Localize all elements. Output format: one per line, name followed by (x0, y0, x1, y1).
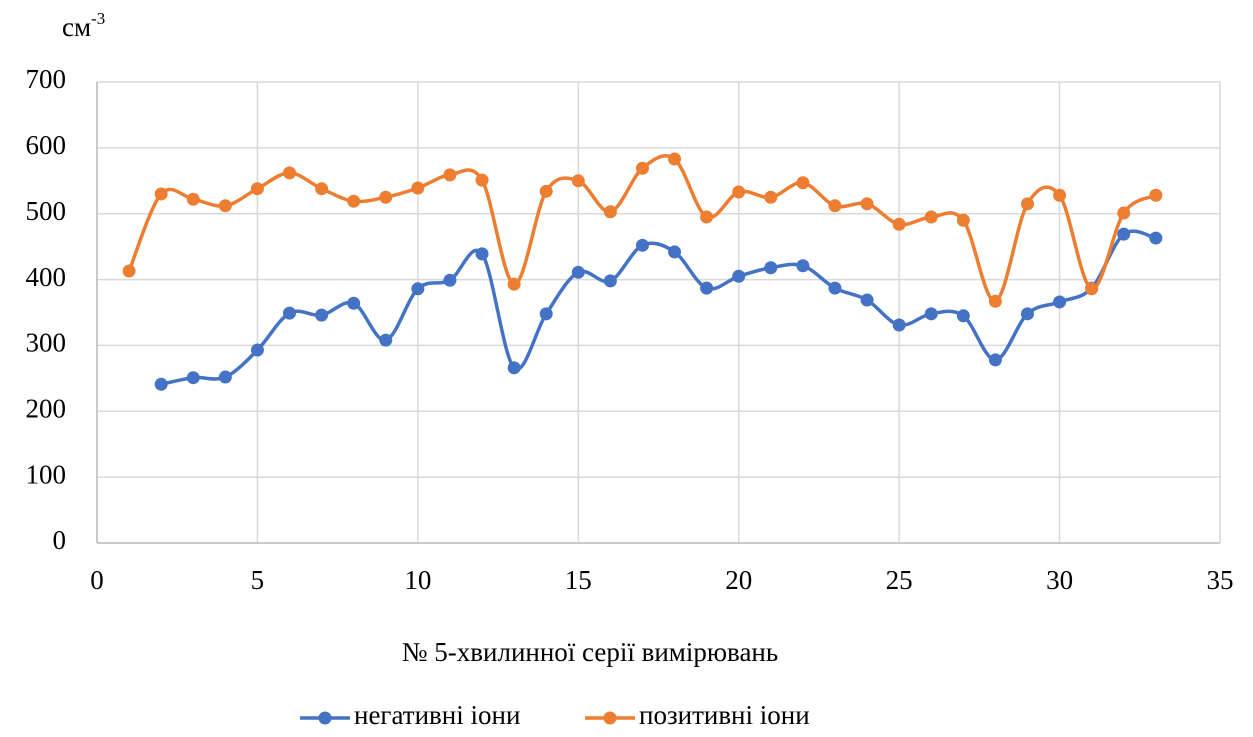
point (1149, 188, 1163, 202)
legend-marker (603, 711, 617, 725)
point (1149, 231, 1163, 245)
point (507, 277, 521, 291)
point (635, 161, 649, 175)
point (700, 210, 714, 224)
point (475, 247, 489, 261)
point (892, 318, 906, 332)
point (250, 182, 264, 196)
point (668, 245, 682, 259)
x-tick-label: 5 (251, 565, 265, 595)
y-tick-label: 500 (26, 196, 67, 226)
point (218, 199, 232, 213)
legend-label: негативні іони (354, 700, 520, 730)
y-tick-label: 200 (26, 393, 67, 423)
point (828, 281, 842, 295)
point (379, 333, 393, 347)
point (411, 282, 425, 296)
point (347, 296, 361, 310)
point (635, 238, 649, 252)
point (956, 213, 970, 227)
x-tick-label: 10 (404, 565, 431, 595)
x-tick-label: 35 (1207, 565, 1234, 595)
point (443, 168, 457, 182)
point (860, 293, 874, 307)
point (1020, 307, 1034, 321)
point (1053, 188, 1067, 202)
y-tick-label: 300 (26, 328, 67, 358)
point (988, 294, 1002, 308)
point (347, 194, 361, 208)
point (283, 306, 297, 320)
point (154, 187, 168, 201)
point (571, 265, 585, 279)
y-unit-exponent: -3 (91, 9, 105, 28)
y-unit: см-3 (62, 9, 105, 42)
point (475, 173, 489, 187)
point (828, 199, 842, 213)
legend-label: позитивні іони (639, 700, 810, 730)
point (924, 307, 938, 321)
point (443, 273, 457, 287)
point (315, 182, 329, 196)
x-tick-label: 25 (886, 565, 913, 595)
point (379, 190, 393, 204)
point (539, 307, 553, 321)
point (924, 210, 938, 224)
point (283, 166, 297, 180)
point (603, 274, 617, 288)
x-axis-label: № 5-хвилинної серії вимірювань (402, 637, 778, 667)
point (122, 264, 136, 278)
x-tick-label: 15 (565, 565, 592, 595)
y-tick-label: 100 (26, 459, 67, 489)
point (764, 190, 778, 204)
point (507, 361, 521, 375)
point (988, 353, 1002, 367)
point (250, 343, 264, 357)
point (315, 308, 329, 322)
point (571, 174, 585, 188)
x-tick-label: 30 (1046, 565, 1073, 595)
point (732, 185, 746, 199)
y-tick-label: 400 (26, 262, 67, 292)
x-tick-label: 0 (90, 565, 104, 595)
y-unit-base: см (62, 12, 91, 42)
point (603, 205, 617, 219)
y-tick-label: 700 (26, 64, 67, 94)
point (668, 152, 682, 166)
point (411, 181, 425, 195)
point (1053, 295, 1067, 309)
series-line (160, 229, 1157, 386)
point (764, 261, 778, 275)
point (892, 217, 906, 231)
y-tick-label: 600 (26, 130, 67, 160)
point (860, 197, 874, 211)
point (796, 176, 810, 190)
point (186, 371, 200, 385)
point (1020, 197, 1034, 211)
point (700, 281, 714, 295)
point (796, 259, 810, 273)
point (732, 269, 746, 283)
point (956, 309, 970, 323)
point (1117, 206, 1131, 220)
point (154, 377, 168, 391)
point (218, 370, 232, 384)
x-tick-label: 20 (725, 565, 752, 595)
point (1085, 282, 1099, 296)
point (539, 184, 553, 198)
legend-marker (318, 711, 332, 725)
point (186, 192, 200, 206)
y-tick-label: 0 (53, 525, 67, 555)
point (1117, 227, 1131, 241)
